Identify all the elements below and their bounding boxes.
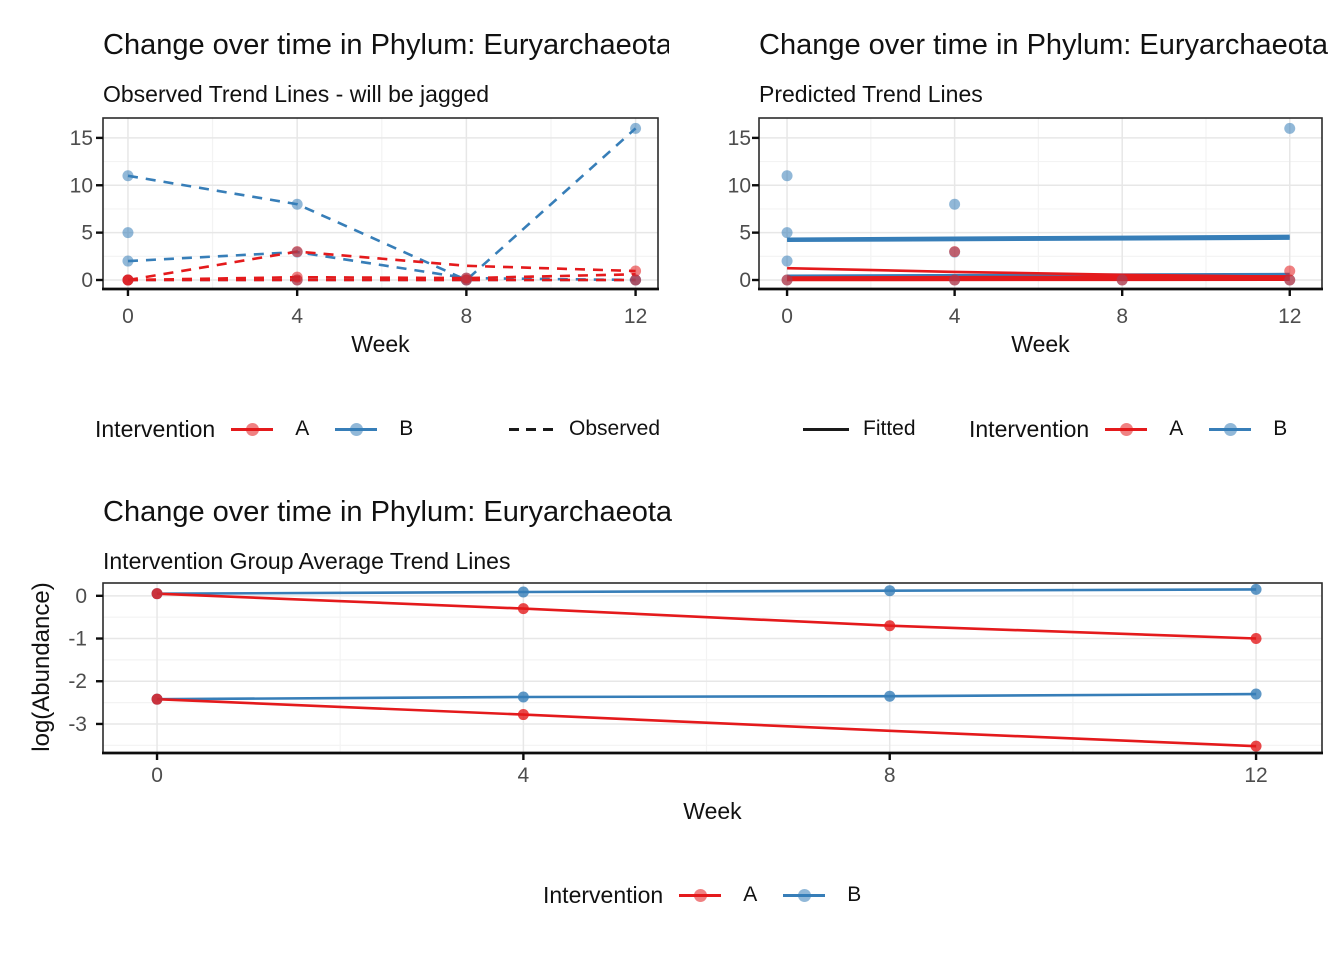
svg-text:-1: -1	[68, 628, 87, 651]
legend-label-fitted: Fitted	[863, 417, 916, 440]
average-chart-subtitle: Intervention Group Average Trend Lines	[103, 548, 511, 574]
average-chart-panel: 0 4 8 12 0 -1 -2 -3	[68, 582, 1323, 787]
svg-text:15: 15	[70, 127, 93, 150]
svg-text:10: 10	[728, 174, 751, 197]
svg-text:8: 8	[461, 305, 473, 328]
legend-title: Intervention	[543, 881, 664, 908]
svg-text:0: 0	[151, 764, 163, 787]
average-x-axis-title: Week	[683, 798, 742, 824]
svg-text:5: 5	[739, 222, 751, 245]
solid-line-key-icon	[803, 427, 849, 431]
svg-text:4: 4	[291, 305, 303, 328]
svg-text:0: 0	[739, 269, 751, 292]
svg-text:-3: -3	[68, 713, 87, 736]
svg-text:-2: -2	[68, 670, 87, 693]
fitted-linetype-legend: Fitted	[803, 413, 916, 445]
legend-key-b-icon	[783, 887, 826, 904]
observed-intervention-legend: Intervention A B	[95, 413, 413, 445]
observed-chart-title: Change over time in Phylum: Euryarchaeot…	[103, 29, 669, 61]
svg-text:4: 4	[518, 764, 530, 787]
observed-chart-subtitle: Observed Trend Lines - will be jagged	[103, 81, 490, 107]
legend-key-b-icon	[335, 421, 378, 438]
average-intervention-legend: Intervention A B	[543, 879, 861, 911]
svg-text:0: 0	[781, 305, 793, 328]
legend-label-b: B	[399, 417, 414, 440]
predicted-chart-subtitle: Predicted Trend Lines	[759, 81, 983, 107]
legend-key-a-icon	[231, 421, 274, 438]
svg-text:4: 4	[949, 305, 961, 328]
legend-key-a-icon	[679, 887, 722, 904]
svg-text:8: 8	[884, 764, 896, 787]
svg-text:5: 5	[81, 222, 93, 245]
observed-x-axis-title: Week	[351, 331, 410, 357]
svg-text:0: 0	[75, 585, 87, 608]
svg-text:10: 10	[70, 174, 93, 197]
legend-label-b: B	[1273, 417, 1288, 440]
svg-text:8: 8	[1116, 305, 1128, 328]
legend-label-a: A	[1169, 417, 1184, 440]
legend-key-a-icon	[1105, 421, 1148, 438]
legend-label-b: B	[847, 883, 862, 906]
svg-text:0: 0	[81, 269, 93, 292]
legend-label-a: A	[295, 417, 310, 440]
svg-text:12: 12	[1244, 764, 1267, 787]
svg-text:0: 0	[122, 305, 134, 328]
predicted-chart-panel: 0 4 8 12 0 5 10 15	[728, 117, 1323, 328]
dashed-line-key-icon	[509, 427, 555, 431]
legend-label-observed: Observed	[569, 417, 661, 440]
predicted-intervention-legend: Intervention A B	[969, 413, 1287, 445]
svg-text:15: 15	[728, 127, 751, 150]
legend-title: Intervention	[969, 415, 1090, 442]
observed-linetype-legend: Observed	[509, 413, 660, 445]
legend-title: Intervention	[95, 415, 216, 442]
svg-text:12: 12	[624, 305, 647, 328]
predicted-x-axis-title: Week	[1011, 331, 1070, 357]
predicted-chart-title: Change over time in Phylum: Euryarchaeot…	[759, 29, 1329, 61]
observed-chart-panel: 0 4 8 12 0 5 10 15	[70, 117, 659, 328]
average-chart-title: Change over time in Phylum: Euryarchaeot…	[103, 496, 673, 528]
legend-key-b-icon	[1209, 421, 1252, 438]
legend-label-a: A	[743, 883, 758, 906]
svg-text:12: 12	[1278, 305, 1301, 328]
